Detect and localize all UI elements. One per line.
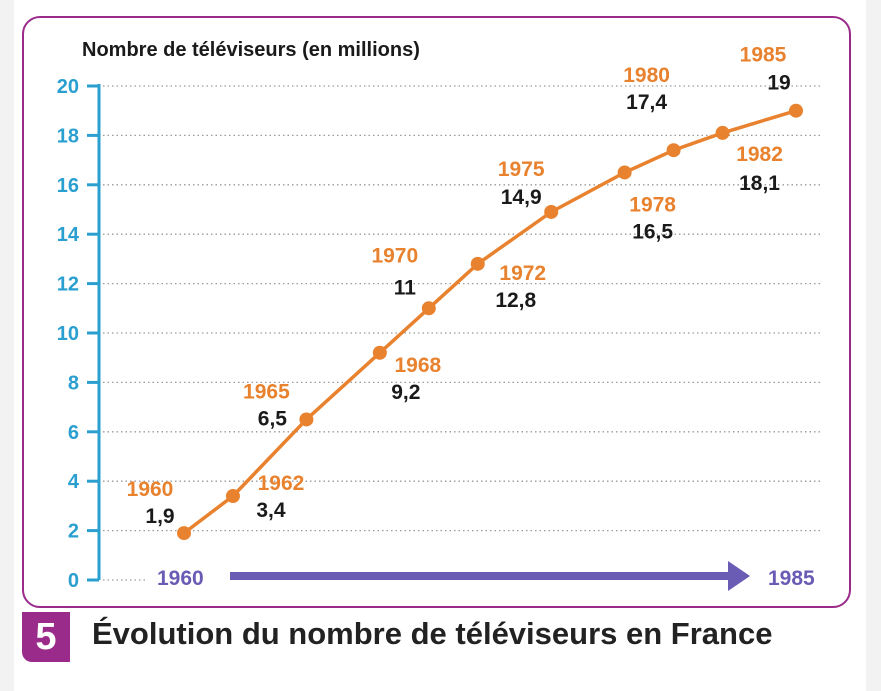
y-tick-label: 14 xyxy=(57,224,80,246)
value-label-1962: 3,4 xyxy=(256,499,286,522)
y-axis-label: Nombre de téléviseurs (en millions) xyxy=(82,39,420,61)
y-tick-label: 18 xyxy=(57,125,79,147)
year-label-1972: 1972 xyxy=(499,262,546,285)
y-tick-label: 0 xyxy=(68,570,79,592)
year-label-1960: 1960 xyxy=(127,478,174,501)
data-point-1960 xyxy=(177,526,191,541)
value-label-1978: 16,5 xyxy=(632,220,673,243)
x-arrow-head xyxy=(728,561,750,591)
value-label-1985: 19 xyxy=(767,72,790,95)
value-label-1975: 14,9 xyxy=(501,186,542,209)
value-label-1965: 6,5 xyxy=(258,407,288,430)
y-axis: 0 2 4 6 8 10 12 14 16 18 20 xyxy=(57,76,101,592)
year-label-1985: 1985 xyxy=(740,44,787,67)
value-label-1968: 9,2 xyxy=(391,381,420,404)
data-point-1968 xyxy=(372,345,387,360)
year-label-1980: 1980 xyxy=(623,64,670,87)
year-label-1962: 1962 xyxy=(258,472,305,495)
y-tick-label: 12 xyxy=(57,274,79,296)
chart-frame xyxy=(22,16,851,608)
figure-caption: Évolution du nombre de téléviseurs en Fr… xyxy=(92,616,773,651)
y-tick-label: 16 xyxy=(57,175,79,197)
y-tick-label: 20 xyxy=(57,76,79,98)
y-tick-label: 2 xyxy=(68,521,79,543)
value-label-1972: 12,8 xyxy=(495,289,536,312)
series-line xyxy=(182,109,797,535)
year-label-1970: 1970 xyxy=(371,244,418,267)
data-point-1980 xyxy=(666,143,681,158)
data-point-1982 xyxy=(715,125,730,140)
year-label-1968: 1968 xyxy=(394,354,441,377)
year-label-1978: 1978 xyxy=(629,193,676,216)
data-point-1972 xyxy=(470,256,485,271)
data-point-1962 xyxy=(225,489,240,504)
data-point-1965 xyxy=(299,412,314,427)
data-point-1970 xyxy=(421,301,436,316)
y-tick-label: 4 xyxy=(68,471,80,493)
grid-lines xyxy=(103,85,822,532)
value-label-1970: 11 xyxy=(394,276,417,299)
value-label-1960: 1,9 xyxy=(145,505,174,528)
y-tick-label: 8 xyxy=(68,372,79,394)
value-label-1980: 17,4 xyxy=(626,91,667,114)
data-point-1985 xyxy=(789,103,803,118)
year-label-1982: 1982 xyxy=(736,143,783,166)
data-labels: 1960 1,9 1962 3,4 1965 6,5 1968 9,2 1970 11 1972 12… xyxy=(127,44,791,528)
x-end-label: 1985 xyxy=(768,567,815,590)
value-label-1982: 18,1 xyxy=(739,172,780,195)
data-point-1975 xyxy=(544,204,559,219)
x-axis: 1960 1985 xyxy=(103,561,815,591)
year-label-1965: 1965 xyxy=(243,380,290,403)
year-label-1975: 1975 xyxy=(498,158,545,181)
data-point-1978 xyxy=(617,165,632,180)
y-tick-label: 10 xyxy=(57,323,79,345)
y-tick-label: 6 xyxy=(68,422,79,444)
x-start-label: 1960 xyxy=(157,567,204,590)
series-path xyxy=(182,109,797,535)
figure-number-badge: 5 xyxy=(22,612,70,662)
data-points xyxy=(177,103,803,541)
